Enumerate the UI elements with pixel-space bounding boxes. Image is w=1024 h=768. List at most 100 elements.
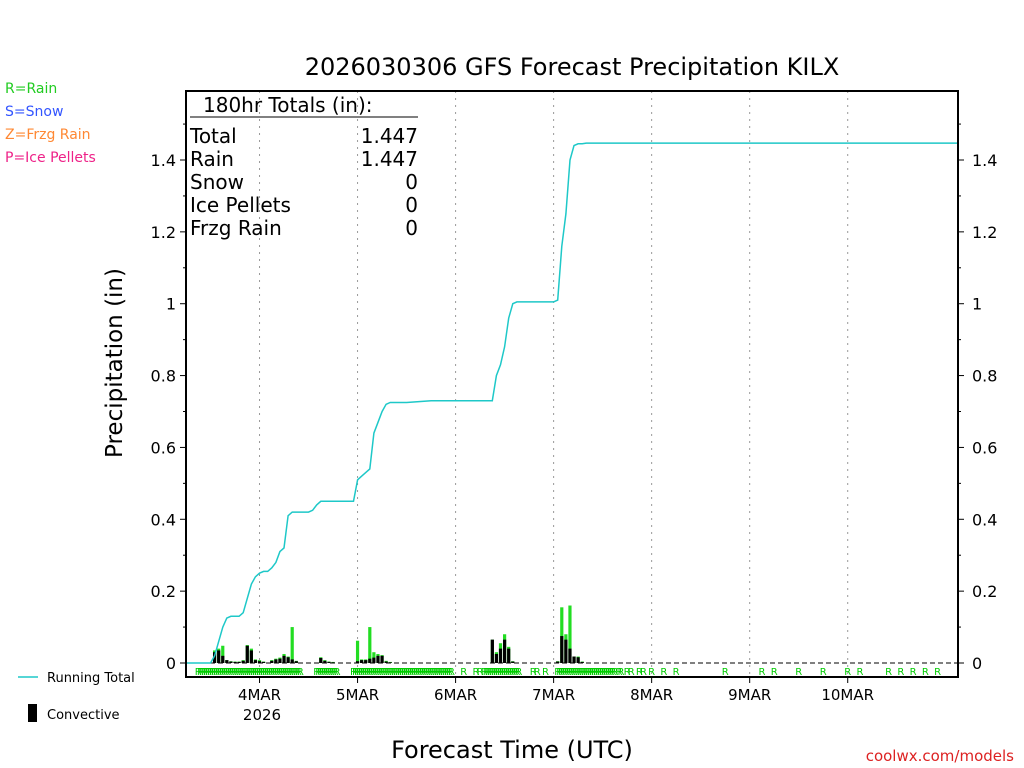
rain-marker-33: R [262, 667, 269, 678]
rain-marker-130: R [513, 667, 520, 678]
convective-bar-42 [568, 648, 572, 663]
rain-marker-61: R [334, 667, 341, 678]
rain-marker-106: R [440, 667, 447, 678]
y-tick-label-left-6: 1.2 [151, 223, 176, 242]
rain-marker-126: R [505, 667, 512, 678]
rain-marker-10: R [215, 667, 222, 678]
rain-marker-23: R [242, 667, 249, 678]
rain-marker-170: R [648, 667, 655, 678]
rain-marker-131: R [515, 667, 522, 678]
rain-marker-118: R [489, 667, 496, 678]
rain-marker-32: R [260, 667, 267, 678]
rain-marker-30: R [256, 667, 263, 678]
convective-bar-43 [572, 656, 576, 663]
rain-marker-181: R [897, 667, 904, 678]
convective-bar-2 [221, 655, 225, 663]
convective-bar-15 [278, 658, 282, 663]
convective-bar-26 [364, 660, 368, 663]
x-tick-label-5: 9MAR [728, 686, 771, 704]
rain-marker-25: R [246, 667, 253, 678]
rain-marker-66: R [358, 667, 365, 678]
rain-marker-138: R [560, 667, 567, 678]
convective-bar-13 [270, 660, 274, 663]
rain-marker-2: R [199, 667, 206, 678]
convective-bar-3 [225, 660, 229, 663]
rain-marker-78: R [383, 667, 390, 678]
convective-bar-18 [290, 659, 294, 663]
rain-marker-128: R [509, 667, 516, 678]
rain-marker-81: R [389, 667, 396, 678]
rain-marker-114: R [481, 667, 488, 678]
rain-marker-83: R [393, 667, 400, 678]
rain-marker-143: R [571, 667, 578, 678]
running-total-line [186, 142, 958, 664]
rain-marker-15: R [225, 667, 232, 678]
convective-bars [212, 636, 584, 663]
rain-marker-91: R [409, 667, 416, 678]
rain-marker-88: R [403, 667, 410, 678]
rain-marker-13: R [221, 667, 228, 678]
rain-marker-132: R [530, 667, 537, 678]
totals-label-snow: Snow [190, 170, 244, 194]
rain-marker-153: R [591, 667, 598, 678]
rain-marker-80: R [387, 667, 394, 678]
convective-bar-7 [241, 660, 245, 663]
rain-marker-29: R [254, 667, 261, 678]
rain-marker-8: R [211, 667, 218, 678]
credit-text: coolwx.com/models [866, 747, 1014, 765]
precip-bar-40 [560, 607, 564, 663]
convective-bar-10 [253, 660, 258, 663]
x-tick-label-2: 6MAR [434, 686, 477, 704]
convective-legend-label: Convective [47, 708, 120, 723]
rain-marker-69: R [364, 667, 371, 678]
rain-marker-79: R [385, 667, 392, 678]
rain-marker-47: R [291, 667, 298, 678]
y-tick-label-left-0: 0 [166, 654, 176, 673]
rain-marker-89: R [405, 667, 412, 678]
convective-bar-5 [233, 661, 237, 663]
rain-marker-155: R [595, 667, 602, 678]
rain-marker-63: R [352, 667, 359, 678]
legend-snow: S=Snow [5, 104, 64, 120]
convective-bar-9 [249, 650, 253, 663]
convective-bar-19 [294, 661, 298, 663]
y-tick-label-left-2: 0.4 [151, 510, 176, 529]
rain-marker-116: R [485, 667, 492, 678]
rain-marker-76: R [379, 667, 386, 678]
rain-marker-133: R [534, 667, 541, 678]
rain-marker-39: R [274, 667, 281, 678]
rain-marker-95: R [417, 667, 424, 678]
rain-marker-71: R [368, 667, 375, 678]
y-tick-label-right-4: 0.8 [972, 367, 997, 386]
rain-marker-49: R [295, 667, 302, 678]
convective-bar-31 [384, 661, 388, 663]
x-axis-ticks: 4MAR 5MAR 6MAR 7MAR 8MAR 9MAR 10MAR [238, 677, 874, 704]
rain-marker-172: R [673, 667, 680, 678]
convective-bar-35 [498, 648, 503, 663]
rain-marker-37: R [270, 667, 277, 678]
rain-marker-27: R [250, 667, 257, 678]
convective-bar-11 [257, 661, 262, 663]
rain-marker-147: R [579, 667, 586, 678]
rain-marker-11: R [217, 667, 224, 678]
rain-marker-167: R [628, 667, 635, 678]
convective-bar-38 [511, 661, 515, 663]
rain-marker-122: R [497, 667, 504, 678]
rain-marker-163: R [611, 667, 618, 678]
rain-marker-0: R [195, 667, 202, 678]
rain-marker-40: R [276, 667, 283, 678]
rain-marker-124: R [501, 667, 508, 678]
rain-marker-160: R [605, 667, 612, 678]
convective-bar-29 [376, 655, 380, 663]
rain-marker-28: R [252, 667, 259, 678]
rain-marker-174: R [758, 667, 765, 678]
rain-marker-141: R [566, 667, 573, 678]
year-label: 2026 [243, 706, 281, 724]
convective-bar-37 [507, 648, 511, 663]
convective-bar-21 [323, 660, 327, 663]
rain-marker-175: R [771, 667, 778, 678]
convective-bar-34 [494, 654, 499, 663]
rain-marker-42: R [281, 667, 288, 678]
rain-marker-123: R [499, 667, 506, 678]
